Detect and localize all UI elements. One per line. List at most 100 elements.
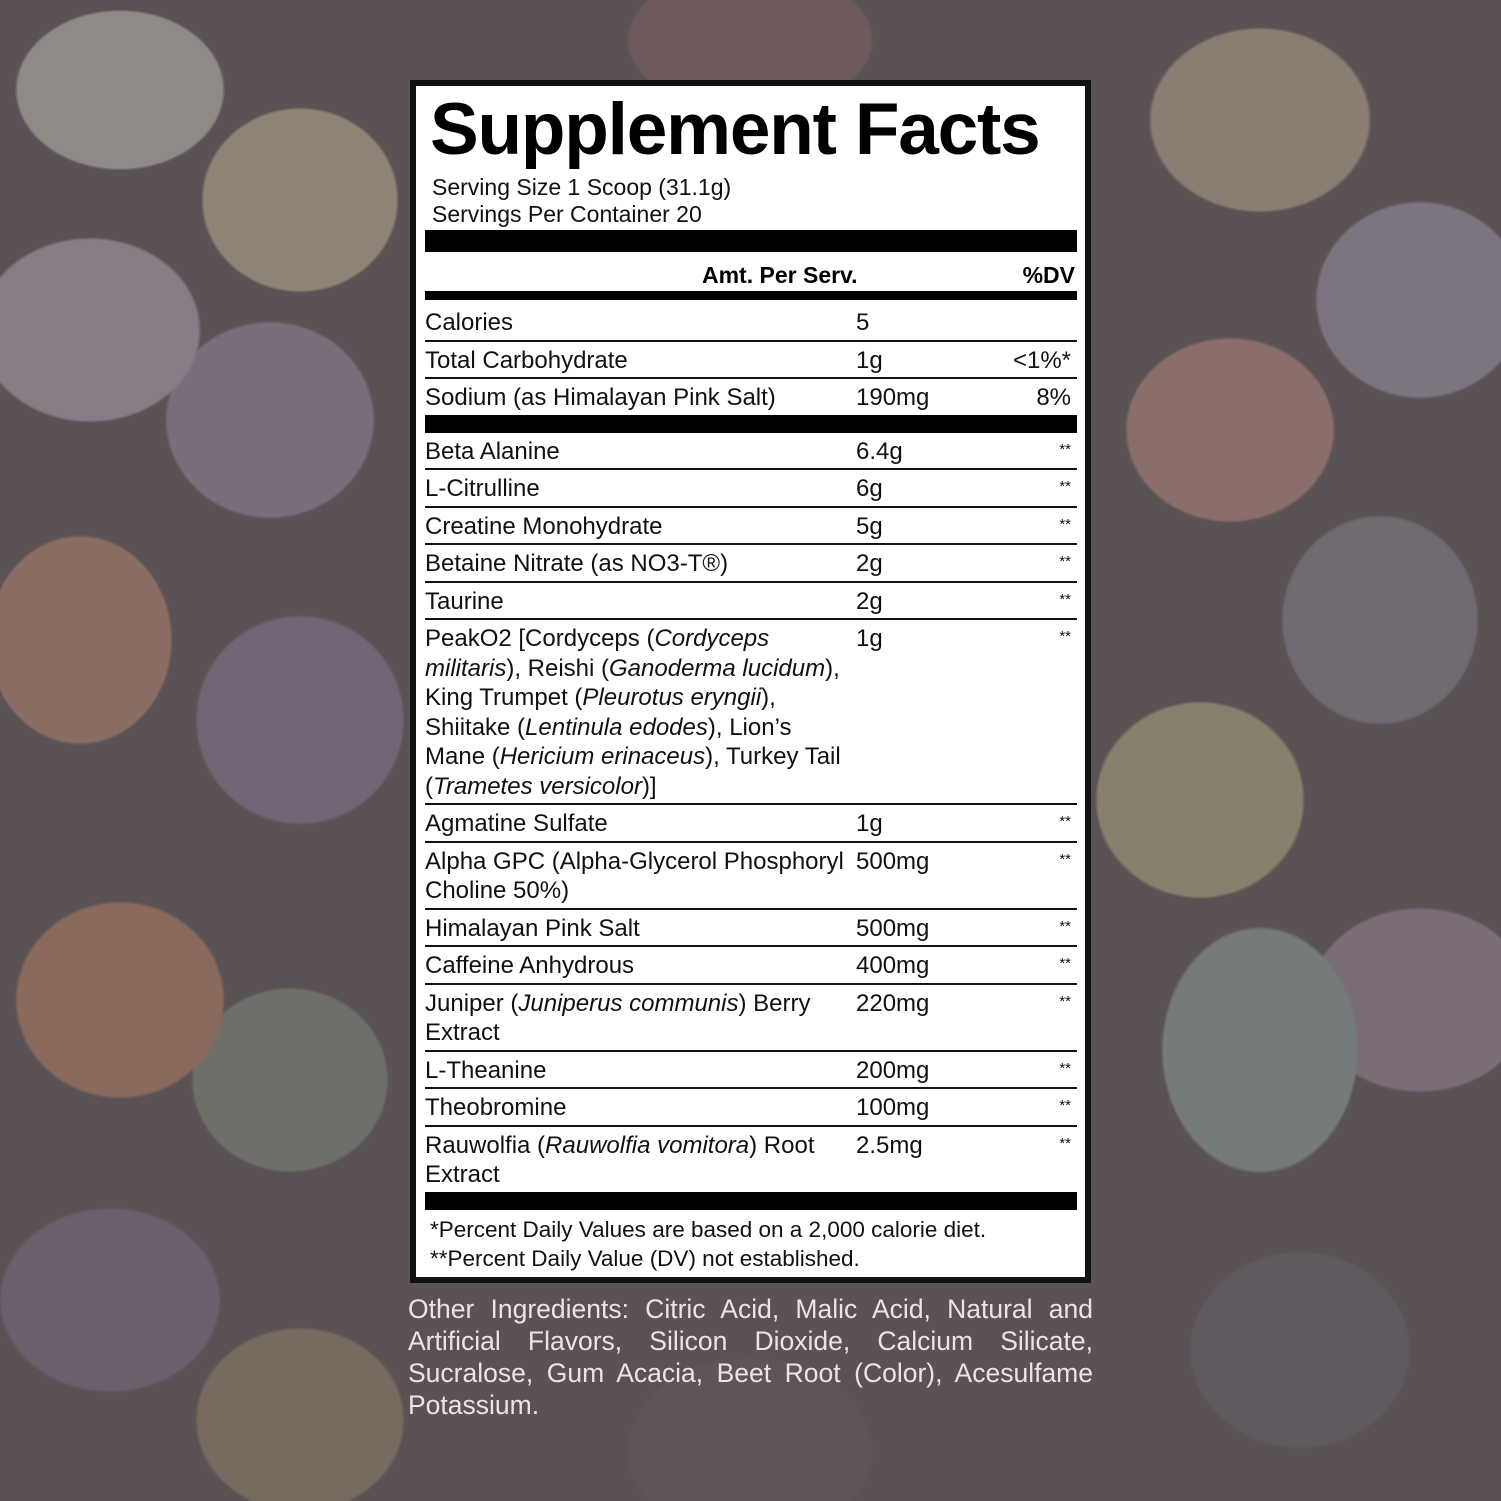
table-row: Juniper (Juniperus communis) Berry Extra… xyxy=(425,985,1077,1052)
name-part: Rauwolfia vomitora xyxy=(545,1131,750,1159)
table-row: Rauwolfia (Rauwolfia vomitora) Root Extr… xyxy=(425,1127,1077,1192)
daily-value: ** xyxy=(1059,955,1071,972)
amount: 190mg xyxy=(856,384,930,411)
other-ingredients: Other Ingredients: Citric Acid, Malic Ac… xyxy=(408,1294,1093,1420)
servings-per-container: Servings Per Container 20 xyxy=(432,201,702,227)
ingredient-name: Taurine xyxy=(425,587,845,617)
dv-header: %DV xyxy=(1022,262,1075,288)
name-part: Calories xyxy=(425,309,514,336)
ingredient-name: PeakO2 [Cordyceps (Cordyceps militaris),… xyxy=(425,624,845,801)
amount: 2g xyxy=(856,550,883,577)
daily-value: ** xyxy=(1059,515,1071,533)
table-row: Alpha GPC (Alpha-Glycerol Phosphoryl Cho… xyxy=(425,843,1077,910)
name-part: Himalayan Pink Salt xyxy=(425,914,640,942)
name-part: L-Citrulline xyxy=(425,475,540,502)
name-part: Pleurotus eryngii xyxy=(582,684,762,711)
table-row: Theobromine 100mg ** xyxy=(425,1089,1077,1127)
supplement-facts-panel: Supplement Facts Serving Size 1 Scoop (3… xyxy=(410,80,1091,1283)
ingredient-name: Calories xyxy=(425,308,845,338)
table-row: Sodium (as Himalayan Pink Salt) 190mg 8% xyxy=(425,379,1077,415)
thick-divider xyxy=(425,414,1077,433)
thick-divider xyxy=(425,1191,1077,1210)
daily-value: ** xyxy=(1059,813,1071,830)
name-part: Total Carbohydrate xyxy=(425,346,628,374)
amount: 1g xyxy=(856,625,883,652)
daily-value: ** xyxy=(1059,917,1071,935)
ingredient-name: Beta Alanine xyxy=(425,437,845,467)
daily-value: ** xyxy=(1059,590,1071,608)
amount: 2g xyxy=(856,587,883,615)
name-part: Caffeine Anhydrous xyxy=(425,952,635,979)
daily-value: 8% xyxy=(1036,384,1071,411)
daily-value: ** xyxy=(1059,992,1071,1010)
ingredient-name: Agmatine Sulfate xyxy=(425,809,845,839)
table-row: Agmatine Sulfate 1g ** xyxy=(425,805,1077,843)
name-part: Creatine Monohydrate xyxy=(425,512,663,540)
name-part: ), Lion’s Mane ( xyxy=(425,713,792,771)
name-part: ), King Trumpet ( xyxy=(425,654,840,712)
ingredient-name: Sodium (as Himalayan Pink Salt) xyxy=(425,383,845,413)
ingredient-name: Juniper (Juniperus communis) Berry Extra… xyxy=(425,989,845,1048)
ingredient-name: Creatine Monohydrate xyxy=(425,512,845,542)
name-part: Ganoderma lucidum xyxy=(609,654,826,682)
ingredient-name: Total Carbohydrate xyxy=(425,346,845,376)
name-part: ) Berry Extract xyxy=(425,989,811,1047)
serving-size: Serving Size 1 Scoop (31.1g) xyxy=(432,174,732,200)
ingredient-name: Caffeine Anhydrous xyxy=(425,951,845,981)
ingredient-name: Betaine Nitrate (as NO3-T®) xyxy=(425,549,845,579)
nutrient-table: Calories 5 Total Carbohydrate 1g <1%* Sodium … xyxy=(425,304,1077,1210)
footnote-2: **Percent Daily Value (DV) not establish… xyxy=(430,1246,860,1271)
amount: 500mg xyxy=(856,914,930,942)
daily-value: ** xyxy=(1059,1097,1071,1114)
name-part: Theobromine xyxy=(425,1094,567,1121)
name-part: Cordyceps militaris xyxy=(425,625,770,682)
table-row: Himalayan Pink Salt 500mg ** xyxy=(425,910,1077,947)
amount: 500mg xyxy=(856,847,930,875)
name-part: Rauwolfia ( xyxy=(425,1131,546,1159)
table-row: Creatine Monohydrate 5g ** xyxy=(425,508,1077,545)
ingredient-name: Theobromine xyxy=(425,1093,845,1123)
daily-value: ** xyxy=(1059,1134,1071,1152)
name-part: Betaine Nitrate (as NO3-T®) xyxy=(425,550,729,577)
amount: 2.5mg xyxy=(856,1131,923,1159)
panel-title: Supplement Facts xyxy=(430,89,1041,170)
daily-value: ** xyxy=(1059,628,1071,645)
name-part: Lentinula edodes xyxy=(525,713,708,741)
name-part: Hericium erinaceus xyxy=(499,743,706,770)
ingredient-name: Alpha GPC (Alpha-Glycerol Phosphoryl Cho… xyxy=(425,847,845,906)
amount: 1g xyxy=(856,810,883,837)
name-part: Juniper ( xyxy=(425,989,519,1017)
amount: 220mg xyxy=(856,989,930,1017)
table-row: L-Theanine 200mg ** xyxy=(425,1052,1077,1089)
amount: 200mg xyxy=(856,1056,930,1084)
name-part: ), Shiitake ( xyxy=(425,684,776,741)
table-row: Beta Alanine 6.4g ** xyxy=(425,433,1077,470)
ingredient-name: Rauwolfia (Rauwolfia vomitora) Root Extr… xyxy=(425,1131,845,1190)
name-part: ), Reishi ( xyxy=(506,654,610,682)
name-part: Agmatine Sulfate xyxy=(425,810,608,837)
daily-value: ** xyxy=(1059,850,1071,868)
table-row: Total Carbohydrate 1g <1%* xyxy=(425,342,1077,379)
name-part: ), Turkey Tail ( xyxy=(425,743,841,800)
footnote-1: *Percent Daily Values are based on a 2,0… xyxy=(430,1217,987,1242)
amount: 6.4g xyxy=(856,437,903,465)
amount: 5 xyxy=(856,309,870,336)
ingredient-name: L-Theanine xyxy=(425,1056,845,1086)
thick-divider xyxy=(425,230,1077,252)
table-row: Betaine Nitrate (as NO3-T®) 2g ** xyxy=(425,545,1077,583)
name-part: L-Theanine xyxy=(425,1056,547,1084)
table-row: Taurine 2g ** xyxy=(425,583,1077,620)
daily-value: ** xyxy=(1059,440,1071,458)
daily-value: ** xyxy=(1059,478,1071,495)
amount: 400mg xyxy=(856,952,930,979)
name-part: Taurine xyxy=(425,587,504,615)
table-row: Calories 5 xyxy=(425,304,1077,342)
ingredient-name: L-Citrulline xyxy=(425,474,845,504)
name-part: Sodium (as Himalayan Pink Salt) xyxy=(425,384,776,411)
amount: 1g xyxy=(856,346,883,374)
table-row: L-Citrulline 6g ** xyxy=(425,470,1077,508)
divider xyxy=(425,291,1077,300)
ingredient-name: Himalayan Pink Salt xyxy=(425,914,845,944)
name-part: PeakO2 [Cordyceps ( xyxy=(425,625,655,652)
name-part: )] xyxy=(641,772,657,800)
